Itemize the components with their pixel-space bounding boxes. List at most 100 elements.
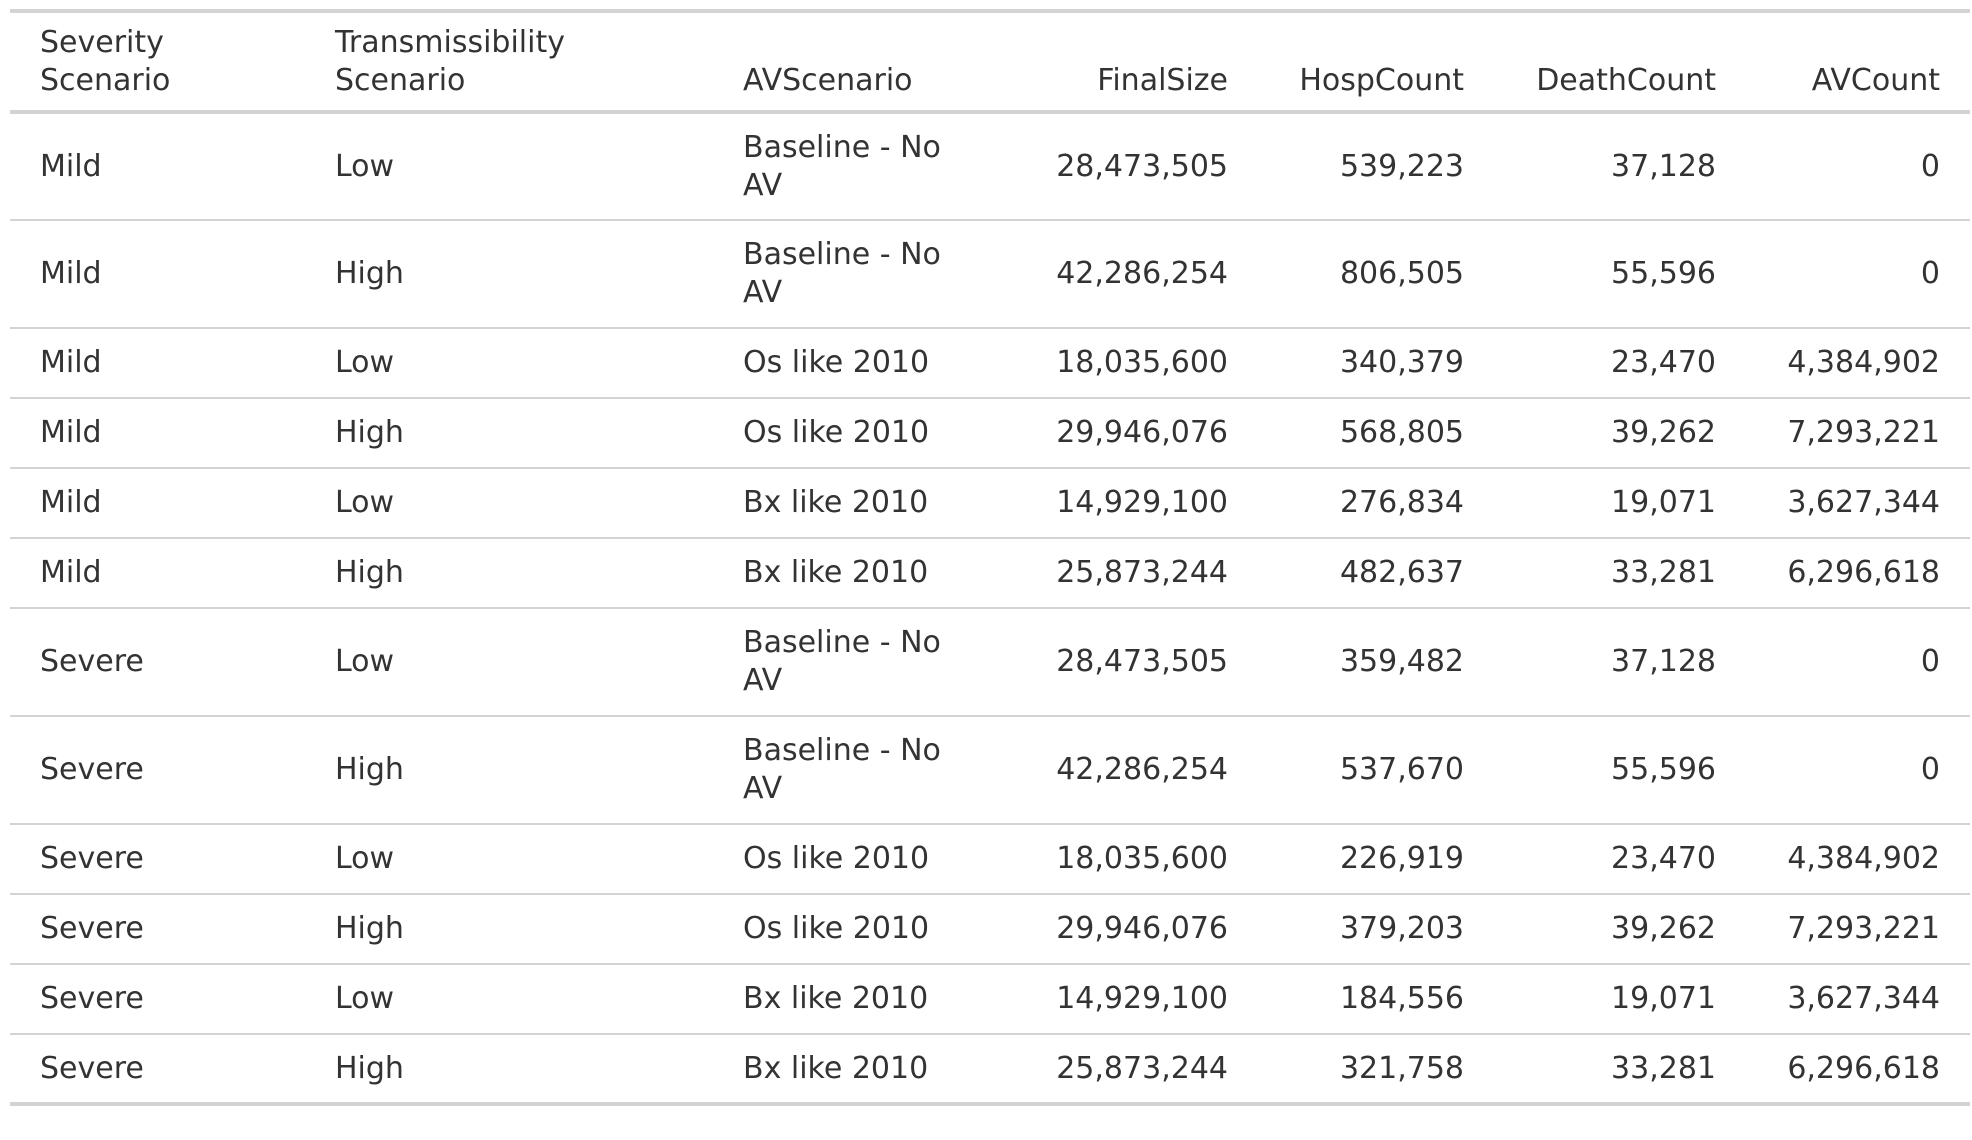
column-header-death-count: DeathCount [1536,63,1716,98]
final-size-cell: 28,473,505 [1056,148,1228,184]
column-header-av-count: AVCount [1811,63,1940,98]
table-row: Severe High Bx like 2010 25,873,244 321,758 3… [10,1034,1970,1104]
av-scenario-cell: Bx like 2010 [743,1050,929,1086]
av-count-cell: 3,627,344 [1787,981,1940,1016]
transmissibility-cell: Low [335,841,395,876]
final-size-cell: 25,873,244 [1056,1050,1228,1086]
hosp-count-cell: 539,223 [1339,148,1464,184]
av-scenario-cell: Baseline - No AV [743,129,941,203]
final-size-cell: 29,946,076 [1056,911,1228,946]
table-row: Mild Low Bx like 2010 14,929,100 276,834 19,0… [10,468,1970,538]
final-size-cell: 29,946,076 [1056,415,1228,450]
av-count-cell: 4,384,902 [1787,841,1940,876]
final-size-cell: 42,286,254 [1056,752,1228,787]
column-header-hosp-count: HospCount [1299,63,1464,98]
hosp-count-cell: 184,556 [1339,981,1464,1016]
severity-cell: Mild [40,485,102,520]
table-row: Severe High Baseline - No AV 42,286,254 537,… [10,716,1970,824]
av-count-cell: 0 [1920,644,1940,679]
severity-cell: Mild [40,345,102,380]
table-row: Mild High Baseline - No AV 42,286,254 806,50… [10,220,1970,328]
table-row: Severe High Os like 2010 29,946,076 379,203 3… [10,894,1970,964]
header-row: Severity Scenario Transmissibility Scena… [10,11,1970,112]
table-row: Mild Low Baseline - No AV 28,473,505 539,223… [10,112,1970,220]
death-count-cell: 37,128 [1611,148,1716,184]
hosp-count-cell: 379,203 [1339,911,1464,946]
av-count-cell: 4,384,902 [1787,345,1940,380]
hosp-count-cell: 226,919 [1339,841,1464,876]
death-count-cell: 19,071 [1611,981,1716,1016]
column-header-transmissibility-scenario: Transmissibility Scenario [335,25,565,98]
transmissibility-cell: High [335,1050,404,1086]
severity-cell: Severe [40,841,144,876]
av-scenario-cell: Os like 2010 [743,415,930,450]
av-count-cell: 7,293,221 [1787,911,1940,946]
severity-cell: Severe [40,911,144,946]
severity-cell: Mild [40,415,102,450]
transmissibility-cell: High [335,752,404,787]
death-count-cell: 39,262 [1611,911,1716,946]
av-scenario-cell: Bx like 2010 [743,981,929,1016]
av-count-cell: 3,627,344 [1787,485,1940,520]
transmissibility-cell: Low [335,148,395,184]
av-scenario-cell: Bx like 2010 [743,485,929,520]
hosp-count-cell: 359,482 [1339,644,1464,679]
death-count-cell: 19,071 [1611,485,1716,520]
severity-cell: Severe [40,981,144,1016]
table-body: Mild Low Baseline - No AV 28,473,505 539,223… [10,112,1970,1104]
av-scenario-cell: Baseline - No AV [743,733,941,806]
av-count-cell: 7,293,221 [1787,415,1940,450]
hosp-count-cell: 340,379 [1339,345,1464,380]
av-scenario-cell: Baseline - No AV [743,625,941,698]
death-count-cell: 39,262 [1611,415,1716,450]
final-size-cell: 42,286,254 [1056,256,1228,291]
severity-cell: Mild [40,256,102,291]
severity-cell: Mild [40,555,102,590]
transmissibility-cell: High [335,415,404,450]
results-table: Severity Scenario Transmissibility Scena… [10,9,1970,1106]
death-count-cell: 37,128 [1611,644,1716,679]
severity-cell: Severe [40,644,144,679]
table-row: Severe Low Os like 2010 18,035,600 226,919 23… [10,824,1970,894]
table-row: Mild High Bx like 2010 25,873,244 482,637 33,… [10,538,1970,608]
av-count-cell: 6,296,618 [1787,1050,1940,1086]
transmissibility-cell: Low [335,485,395,520]
death-count-cell: 23,470 [1611,345,1716,380]
table-row: Mild High Os like 2010 29,946,076 568,805 39,… [10,398,1970,468]
table-header: Severity Scenario Transmissibility Scena… [10,11,1970,112]
av-count-cell: 6,296,618 [1787,555,1940,590]
hosp-count-cell: 806,505 [1339,256,1464,291]
column-header-final-size: FinalSize [1097,63,1228,98]
av-scenario-cell: Bx like 2010 [743,555,929,590]
transmissibility-cell: High [335,555,404,590]
severity-cell: Severe [40,1050,144,1086]
final-size-cell: 14,929,100 [1056,981,1228,1016]
death-count-cell: 33,281 [1611,1050,1716,1086]
death-count-cell: 23,470 [1611,841,1716,876]
transmissibility-cell: High [335,911,404,946]
death-count-cell: 33,281 [1611,555,1716,590]
hosp-count-cell: 482,637 [1339,555,1464,590]
final-size-cell: 25,873,244 [1056,555,1228,590]
av-count-cell: 0 [1920,148,1940,184]
table-row: Mild Low Os like 2010 18,035,600 340,379 23,4… [10,328,1970,398]
hosp-count-cell: 321,758 [1339,1050,1464,1086]
final-size-cell: 18,035,600 [1056,841,1228,876]
table-row: Severe Low Bx like 2010 14,929,100 184,556 19… [10,964,1970,1034]
av-scenario-cell: Os like 2010 [743,345,930,380]
av-scenario-cell: Os like 2010 [743,841,930,876]
death-count-cell: 55,596 [1611,752,1716,787]
hosp-count-cell: 537,670 [1339,752,1464,787]
transmissibility-cell: Low [335,345,395,380]
av-count-cell: 0 [1920,256,1940,291]
final-size-cell: 28,473,505 [1056,644,1228,679]
final-size-cell: 18,035,600 [1056,345,1228,380]
av-count-cell: 0 [1920,752,1940,787]
table-row: Severe Low Baseline - No AV 28,473,505 359,4… [10,608,1970,716]
transmissibility-cell: Low [335,644,395,679]
final-size-cell: 14,929,100 [1056,485,1228,520]
av-scenario-cell: Baseline - No AV [743,237,941,310]
death-count-cell: 55,596 [1611,256,1716,291]
av-scenario-cell: Os like 2010 [743,911,930,946]
hosp-count-cell: 568,805 [1339,415,1464,450]
